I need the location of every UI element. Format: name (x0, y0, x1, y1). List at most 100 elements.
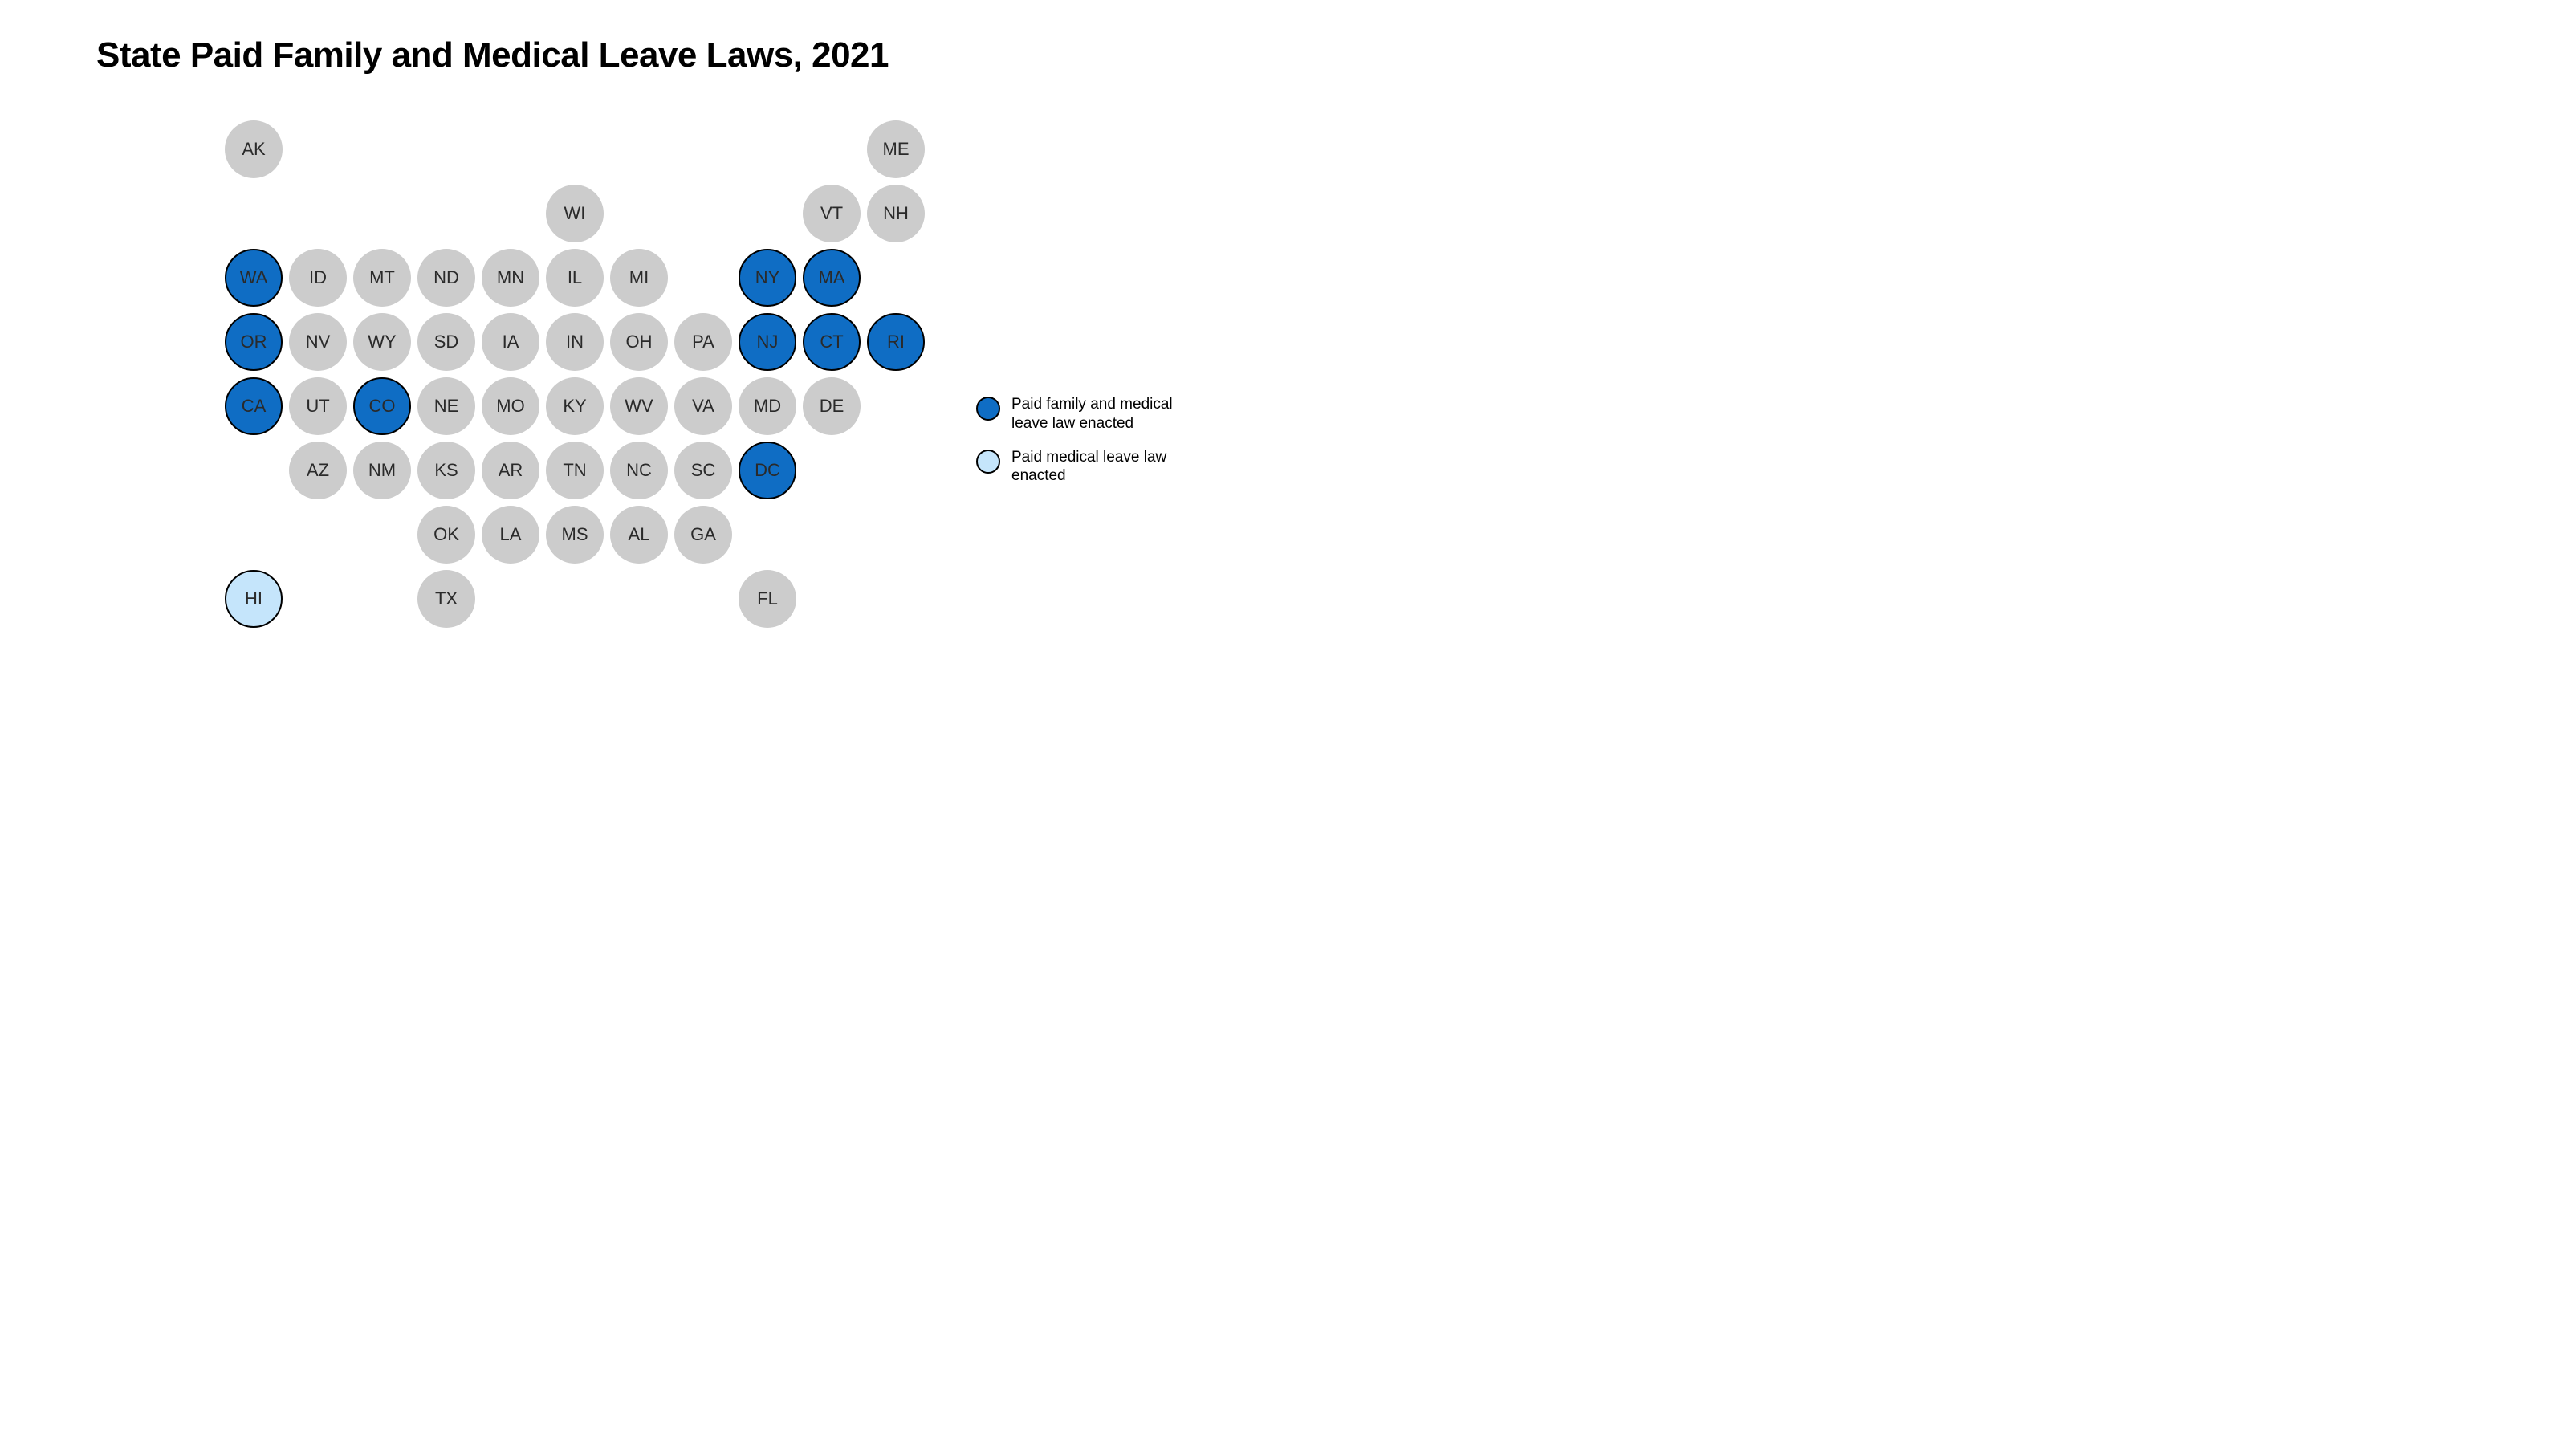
state-circle-la: LA (482, 506, 539, 564)
state-circle-ct: CT (803, 313, 861, 371)
state-circle-fl: FL (739, 570, 796, 628)
state-circle-ak: AK (225, 120, 283, 178)
state-label: SD (434, 332, 459, 352)
state-circle-mi: MI (610, 249, 668, 307)
state-label: ME (883, 139, 910, 160)
state-label: AZ (307, 460, 329, 481)
state-label: MI (629, 267, 649, 288)
state-circle-hi: HI (225, 570, 283, 628)
state-circle-ne: NE (417, 377, 475, 435)
legend-label: Paid family and medical leave law enacte… (1011, 395, 1185, 434)
state-label: VA (692, 396, 714, 417)
state-label: AR (499, 460, 523, 481)
state-circle-de: DE (803, 377, 861, 435)
state-label: CA (242, 396, 267, 417)
state-circle-va: VA (674, 377, 732, 435)
state-circle-ky: KY (546, 377, 604, 435)
state-circle-nv: NV (289, 313, 347, 371)
state-label: OH (626, 332, 653, 352)
state-label: ND (433, 267, 459, 288)
state-label: ID (309, 267, 327, 288)
state-circle-sd: SD (417, 313, 475, 371)
state-circle-in: IN (546, 313, 604, 371)
state-circle-ar: AR (482, 442, 539, 499)
state-circle-tx: TX (417, 570, 475, 628)
state-circle-or: OR (225, 313, 283, 371)
state-label: OR (241, 332, 267, 352)
state-label: CT (820, 332, 843, 352)
state-label: MN (497, 267, 524, 288)
state-circle-ok: OK (417, 506, 475, 564)
state-label: NJ (757, 332, 779, 352)
state-circle-wa: WA (225, 249, 283, 307)
state-circle-il: IL (546, 249, 604, 307)
state-circle-nc: NC (610, 442, 668, 499)
state-circle-wy: WY (353, 313, 411, 371)
state-circle-ks: KS (417, 442, 475, 499)
state-circle-az: AZ (289, 442, 347, 499)
state-circle-mo: MO (482, 377, 539, 435)
state-label: IN (566, 332, 584, 352)
legend-swatch (976, 450, 1000, 474)
state-label: GA (690, 524, 716, 545)
legend-item: Paid medical leave law enacted (976, 448, 1185, 486)
state-circle-mt: MT (353, 249, 411, 307)
state-label: UT (306, 396, 329, 417)
state-circle-sc: SC (674, 442, 732, 499)
state-label: NC (626, 460, 652, 481)
state-label: TX (435, 588, 458, 609)
state-label: WY (368, 332, 396, 352)
state-circle-md: MD (739, 377, 796, 435)
state-label: LA (500, 524, 522, 545)
state-label: AK (242, 139, 265, 160)
state-circle-ms: MS (546, 506, 604, 564)
state-label: CO (369, 396, 396, 417)
state-label: IA (503, 332, 519, 352)
state-circle-oh: OH (610, 313, 668, 371)
state-circle-nh: NH (867, 185, 925, 242)
state-circle-id: ID (289, 249, 347, 307)
legend-swatch (976, 397, 1000, 421)
state-circle-nm: NM (353, 442, 411, 499)
state-circle-tn: TN (546, 442, 604, 499)
state-label: RI (887, 332, 905, 352)
state-circle-vt: VT (803, 185, 861, 242)
state-label: WI (564, 203, 586, 224)
state-label: WV (625, 396, 653, 417)
state-circle-ny: NY (739, 249, 796, 307)
state-label: NH (883, 203, 909, 224)
state-circle-mn: MN (482, 249, 539, 307)
state-circle-wv: WV (610, 377, 668, 435)
state-circle-nd: ND (417, 249, 475, 307)
state-label: TN (563, 460, 586, 481)
state-label: NY (755, 267, 780, 288)
state-label: SC (691, 460, 716, 481)
state-circle-ca: CA (225, 377, 283, 435)
state-circle-wi: WI (546, 185, 604, 242)
state-label: DC (755, 460, 780, 481)
state-circle-ia: IA (482, 313, 539, 371)
state-label: VT (820, 203, 843, 224)
state-circle-pa: PA (674, 313, 732, 371)
state-label: NE (434, 396, 459, 417)
legend-label: Paid medical leave law enacted (1011, 448, 1185, 486)
state-circle-nj: NJ (739, 313, 796, 371)
state-label: OK (433, 524, 459, 545)
state-label: FL (757, 588, 778, 609)
state-circle-al: AL (610, 506, 668, 564)
legend: Paid family and medical leave law enacte… (976, 395, 1185, 500)
state-circle-ri: RI (867, 313, 925, 371)
state-circle-co: CO (353, 377, 411, 435)
state-label: MD (754, 396, 781, 417)
state-label: PA (692, 332, 714, 352)
state-label: KS (434, 460, 458, 481)
state-label: DE (820, 396, 844, 417)
state-label: MO (496, 396, 524, 417)
state-label: WA (240, 267, 268, 288)
chart-title: State Paid Family and Medical Leave Laws… (96, 35, 889, 75)
state-label: AL (629, 524, 650, 545)
state-label: IL (568, 267, 582, 288)
state-label: KY (563, 396, 586, 417)
state-label: NM (368, 460, 396, 481)
state-label: HI (245, 588, 262, 609)
